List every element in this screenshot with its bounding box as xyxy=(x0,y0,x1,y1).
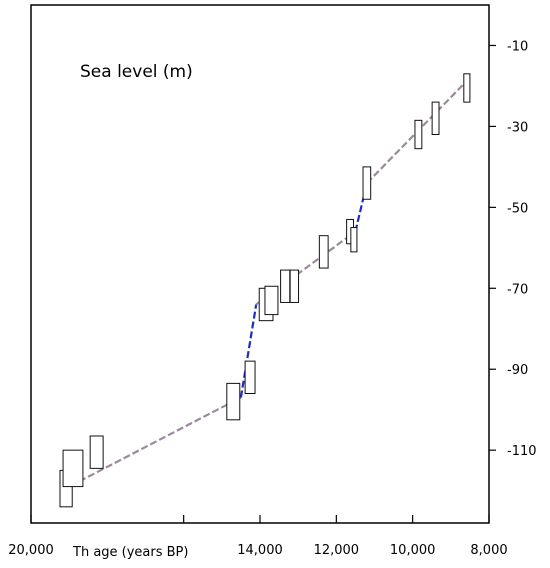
x-axis: 20,000 14,000 12,000 10,000 8,000 xyxy=(8,515,508,558)
x-tick-label: 8,000 xyxy=(470,543,507,558)
data-box-14 xyxy=(414,119,423,150)
trend-lines xyxy=(60,77,471,492)
x-tick-label: 10,000 xyxy=(390,543,436,558)
trend-segment-1 xyxy=(60,396,242,492)
y-axis: -10 -30 -50 -70 -90 -110 xyxy=(489,39,537,459)
data-box-2 xyxy=(62,449,84,488)
y-tick-label: -50 xyxy=(507,201,528,216)
data-box-7 xyxy=(264,285,279,316)
y-tick-label: -90 xyxy=(507,363,528,378)
x-axis-label: Th age (years BP) xyxy=(72,545,188,560)
chart-title: Sea level (m) xyxy=(80,62,193,82)
data-boxes xyxy=(59,73,471,508)
x-tick-label: 12,000 xyxy=(314,543,360,558)
y-tick-label: -30 xyxy=(507,120,528,135)
x-tick-label: 20,000 xyxy=(8,543,54,558)
data-box-13 xyxy=(362,166,372,200)
data-box-8 xyxy=(280,269,291,303)
y-tick-label: -10 xyxy=(507,39,528,54)
y-tick-label: -110 xyxy=(507,444,537,459)
data-box-4 xyxy=(226,382,241,421)
x-tick-label: 14,000 xyxy=(237,543,283,558)
data-box-10 xyxy=(318,235,329,269)
y-tick-label: -70 xyxy=(507,282,528,297)
data-box-16 xyxy=(463,73,471,103)
data-box-3 xyxy=(89,435,104,469)
data-box-9 xyxy=(289,269,300,303)
data-box-5 xyxy=(244,360,256,394)
data-box-12 xyxy=(350,227,358,253)
trend-segment-2 xyxy=(239,304,258,398)
data-box-15 xyxy=(431,101,440,135)
